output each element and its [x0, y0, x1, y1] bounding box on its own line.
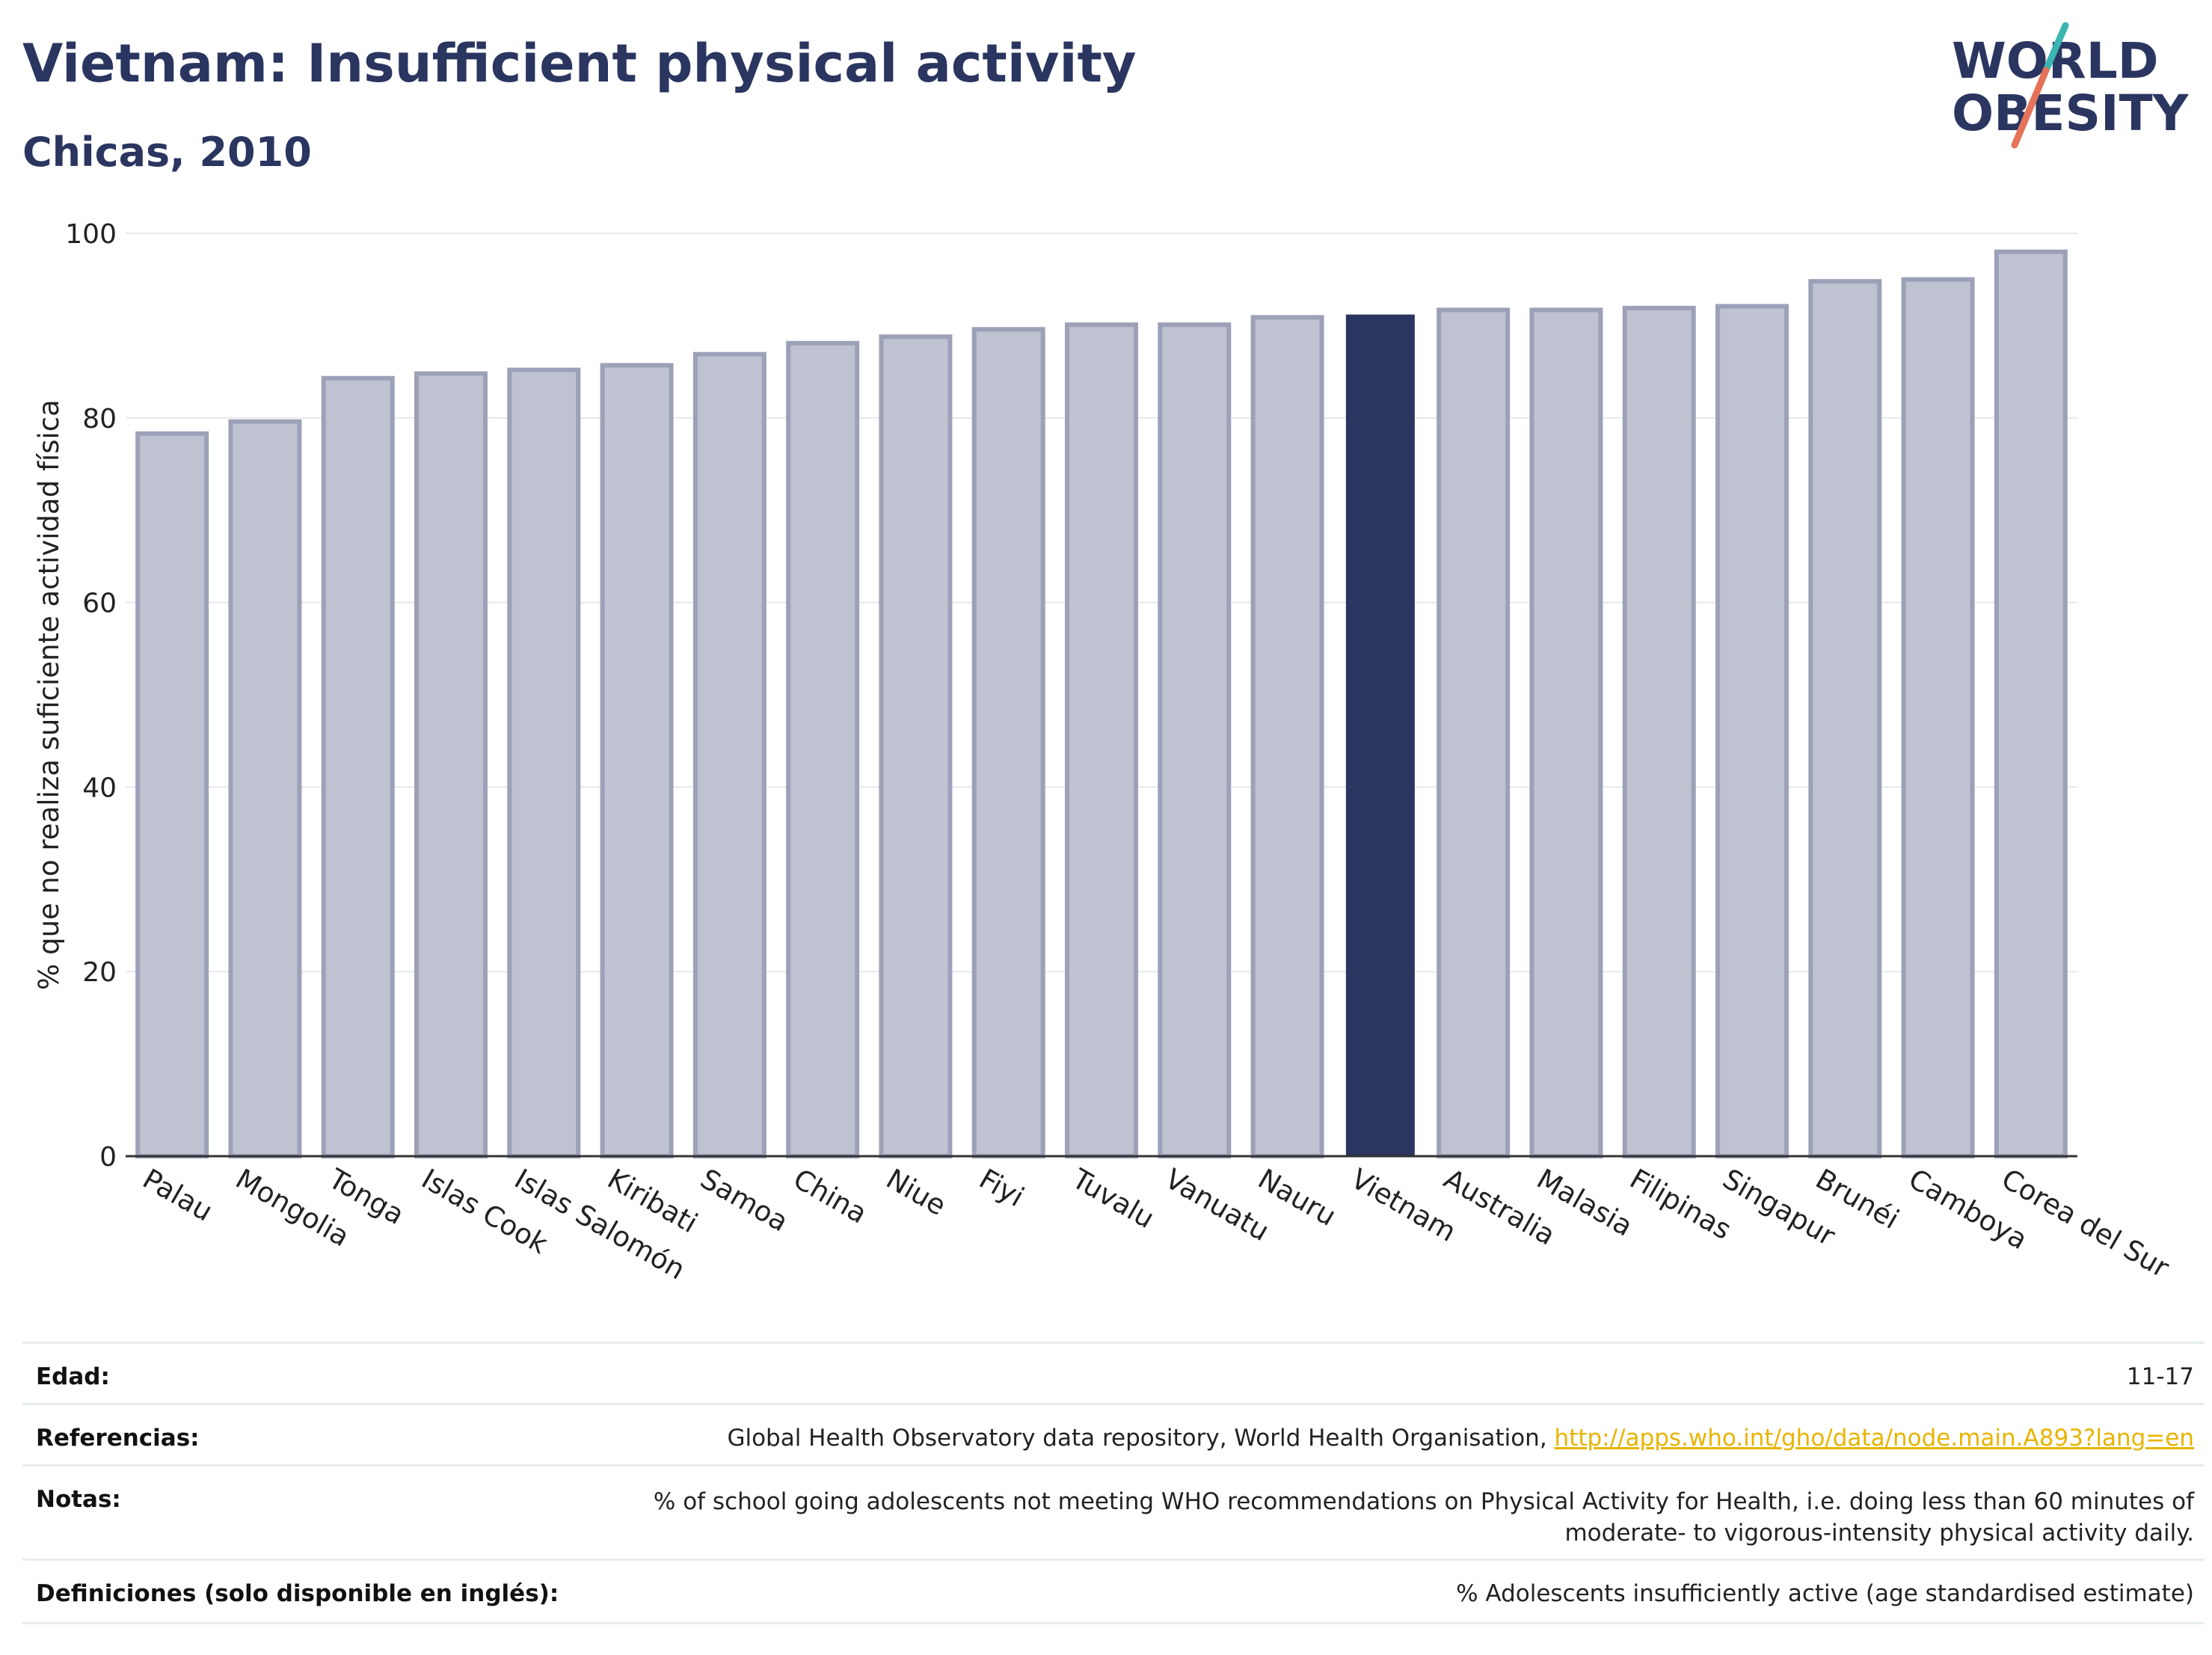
y-tick-label: 0	[99, 1142, 117, 1173]
meta-label-age: Edad:	[36, 1363, 110, 1390]
y-tick-label: 40	[82, 773, 117, 803]
meta-value-age: 11-17	[2126, 1363, 2194, 1390]
bar-islas-cook	[414, 371, 488, 1158]
meta-row-notes: Notas: % of school going adolescents not…	[22, 1464, 2205, 1561]
bar-corea-del-sur	[1994, 249, 2068, 1158]
bar-vietnam	[1345, 314, 1415, 1156]
x-tick-label: Filipinas	[1624, 1163, 1736, 1247]
bar-vanuatu	[1158, 322, 1232, 1158]
x-tick-label: China	[788, 1163, 873, 1230]
y-tick-label: 100	[65, 219, 117, 250]
meta-value-references: Global Health Observatory data repositor…	[727, 1425, 2194, 1452]
meta-notes-line2: moderate- to vigorous-intensity physical…	[1564, 1520, 2194, 1547]
bar-kiribati	[600, 363, 674, 1158]
meta-references-text: Global Health Observatory data repositor…	[727, 1425, 1555, 1452]
bar-malasia	[1529, 307, 1603, 1158]
logo-line2: OBESITY	[1952, 85, 2190, 142]
x-tick-label: Tuvalu	[1066, 1162, 1160, 1235]
bar-filipinas	[1622, 305, 1696, 1159]
bar-palau	[135, 431, 209, 1158]
bar-singapur	[1715, 304, 1789, 1159]
y-axis-ticks: 0 20 40 60 80 100	[65, 219, 117, 1173]
x-tick-label: Fiyi	[974, 1163, 1029, 1214]
x-tick-label: Palau	[138, 1163, 218, 1228]
world-obesity-logo: WORLD OBESITY	[1952, 22, 2190, 149]
meta-value-notes: % of school going adolescents not meetin…	[654, 1486, 2194, 1549]
x-tick-label: Samoa	[695, 1163, 793, 1238]
who-data-link[interactable]: http://apps.who.int/gho/data/node.main.A…	[1554, 1425, 2194, 1452]
metadata-table: Edad: 11-17 Referencias: Global Health O…	[22, 1342, 2205, 1633]
bar-tuvalu	[1065, 322, 1138, 1158]
meta-row-references: Referencias: Global Health Observatory d…	[22, 1403, 2205, 1467]
meta-value-definitions: % Adolescents insufficiently active (age…	[1456, 1580, 2194, 1607]
meta-row-definitions: Definiciones (solo disponible en inglés)…	[22, 1559, 2205, 1624]
meta-row-age: Edad: 11-17	[22, 1342, 2205, 1405]
bar-china	[786, 340, 860, 1159]
x-tick-label: Niue	[881, 1163, 951, 1222]
bar-islas-salomón	[507, 367, 581, 1159]
bar-camboya	[1901, 277, 1975, 1159]
bars	[135, 249, 2068, 1159]
bar-samoa	[692, 351, 766, 1158]
bar-mongolia	[228, 419, 302, 1158]
meta-label-definitions: Definiciones (solo disponible en inglés)…	[36, 1580, 559, 1607]
chart-title: Vietnam: Insufficient physical activity	[22, 33, 1137, 94]
chart-subtitle: Chicas, 2010	[22, 129, 312, 176]
y-tick-label: 80	[82, 404, 117, 435]
x-tick-label: Vanuatu	[1160, 1163, 1275, 1248]
meta-label-references: Referencias:	[36, 1425, 200, 1452]
logo-slash-teal-icon	[2042, 22, 2069, 74]
bar-australia	[1437, 307, 1511, 1158]
meta-notes-line1: % of school going adolescents not meetin…	[653, 1488, 2194, 1515]
bar-niue	[879, 334, 953, 1158]
meta-label-notes: Notas:	[36, 1486, 121, 1513]
x-tick-label: Vietnam	[1345, 1163, 1461, 1248]
y-tick-label: 60	[82, 589, 117, 619]
bar-fiyi	[971, 327, 1045, 1158]
y-tick-label: 20	[82, 957, 117, 988]
bar-nauru	[1250, 315, 1324, 1159]
bar-tonga	[321, 375, 395, 1158]
y-axis-label: % que no realiza suficiente actividad fí…	[33, 399, 65, 990]
bar-brunéi	[1808, 279, 1882, 1159]
logo-slash-coral-icon	[2011, 67, 2050, 149]
